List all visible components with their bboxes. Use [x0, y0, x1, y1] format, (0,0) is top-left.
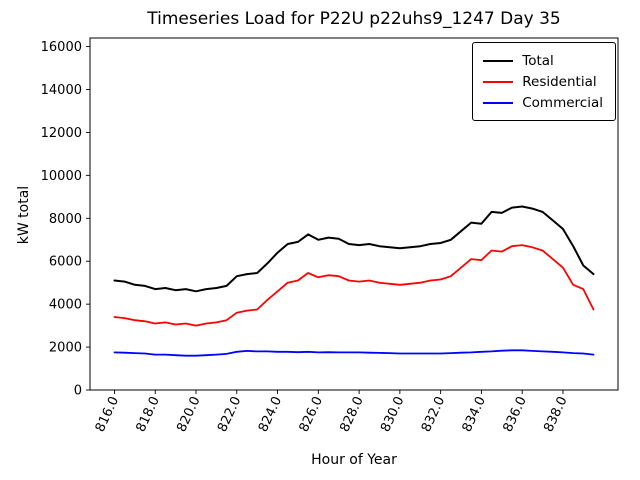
x-tick-label: 830.0: [378, 394, 407, 434]
legend-line-sample-residential: [483, 80, 514, 83]
legend-item-commercial: Commercial: [483, 92, 603, 113]
legend-line-sample-commercial: [483, 101, 514, 104]
y-tick-label: 4000: [49, 298, 82, 313]
x-tick-label: 816.0: [93, 394, 122, 434]
y-tick-label: 6000: [49, 255, 82, 270]
series-line-residential: [113, 244, 595, 327]
series-line-total: [113, 205, 595, 293]
y-tick-label: 2000: [49, 341, 82, 356]
axes-frame: [89, 37, 619, 391]
legend-item-residential: Residential: [483, 71, 603, 92]
y-tick-label: 0: [74, 384, 82, 399]
x-tick-label: 832.0: [419, 394, 448, 434]
x-tick-label: 818.0: [134, 394, 163, 434]
x-tick-label: 838.0: [541, 394, 570, 434]
legend-item-total: Total: [483, 50, 603, 71]
legend-label-total: Total: [522, 52, 554, 69]
y-tick-label: 14000: [41, 83, 82, 98]
y-tick-label: 10000: [41, 169, 82, 184]
legend: Total Residential Commercial: [472, 42, 616, 121]
x-tick-label: 834.0: [460, 394, 489, 434]
x-axis-label: Hour of Year: [311, 452, 397, 468]
x-tick-label: 820.0: [174, 394, 203, 434]
x-tick-label: 828.0: [337, 394, 366, 434]
series-line-commercial: [113, 349, 595, 357]
legend-line-sample-total: [483, 59, 514, 62]
y-tick-label: 12000: [41, 126, 82, 141]
y-axis-label: kW total: [16, 185, 32, 245]
x-tick-label: 822.0: [215, 394, 244, 434]
legend-label-residential: Residential: [522, 73, 597, 90]
legend-label-commercial: Commercial: [522, 94, 603, 111]
y-tick-label: 8000: [49, 212, 82, 227]
y-tick-label: 16000: [41, 40, 82, 55]
x-tick-label: 824.0: [256, 394, 285, 434]
x-tick-label: 826.0: [297, 394, 326, 434]
x-tick-label: 836.0: [500, 394, 529, 434]
chart-title: Timeseries Load for P22U p22uhs9_1247 Da…: [147, 9, 561, 29]
